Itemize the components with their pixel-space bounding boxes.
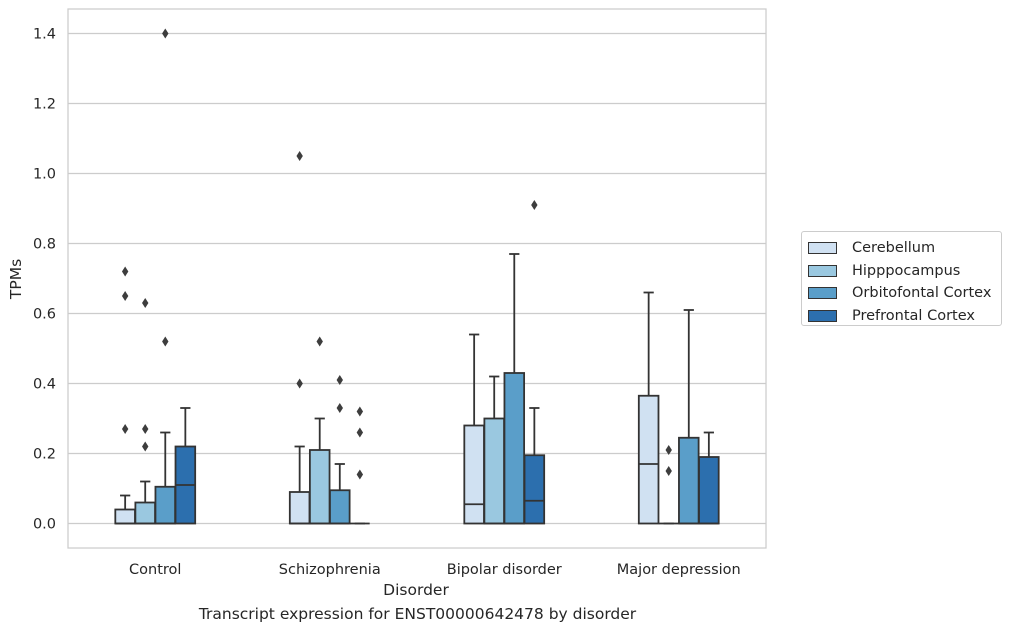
box-hipppocampus-major-depression bbox=[658, 445, 679, 525]
y-tick-label: 1.4 bbox=[33, 27, 56, 43]
legend-item-orbitofrontal-cortex: Orbitofontal Cortex bbox=[808, 282, 1001, 305]
outlier-point bbox=[336, 403, 343, 413]
box-cerebellum-schizophrenia bbox=[288, 151, 311, 525]
legend-swatch-cerebellum bbox=[808, 242, 837, 255]
plot-area bbox=[68, 9, 766, 548]
box-body bbox=[698, 456, 720, 525]
x-tick-label: Major depression bbox=[617, 562, 741, 578]
outlier-point bbox=[142, 298, 149, 308]
box-body bbox=[483, 417, 505, 525]
legend-label-hippocampus: Hipppocampus bbox=[852, 262, 961, 279]
box-body bbox=[154, 485, 177, 525]
legend-item-cerebellum: Cerebellum bbox=[808, 237, 1001, 260]
y-tick-labels: 0.0 0.2 0.4 0.6 0.8 1.0 1.2 1.4 bbox=[33, 27, 56, 533]
boxes-layer bbox=[114, 28, 720, 525]
x-axis-label: Disorder bbox=[383, 581, 449, 599]
outlier-point bbox=[162, 336, 169, 347]
box-body bbox=[503, 372, 526, 525]
box-prefrontal-cortex-schizophrenia bbox=[350, 406, 370, 525]
legend-label-orbitofrontal-cortex: Orbitofontal Cortex bbox=[852, 285, 992, 302]
outlier-point bbox=[356, 406, 364, 417]
outlier-point bbox=[665, 445, 672, 455]
outlier-point bbox=[356, 469, 364, 480]
outlier-point bbox=[665, 466, 672, 476]
outlier-point bbox=[316, 336, 323, 347]
legend-swatch-hippocampus bbox=[808, 264, 837, 277]
legend-item-prefrontal-cortex: Prefrontal Cortex bbox=[808, 305, 1001, 328]
box-body bbox=[114, 508, 136, 525]
outlier-point bbox=[336, 375, 343, 385]
box-body bbox=[463, 424, 485, 525]
y-axis-label: TPMs bbox=[7, 259, 25, 300]
legend-label-cerebellum: Cerebellum bbox=[852, 240, 936, 257]
x-tick-labels: Control Schizophrenia Bipolar disorder Majo… bbox=[129, 562, 741, 578]
outlier-point bbox=[296, 151, 303, 161]
outlier-point bbox=[121, 424, 129, 434]
outlier-point bbox=[121, 266, 129, 277]
box-orbitofontal-cortex-bipolar-disorder bbox=[503, 253, 526, 525]
y-tick-label: 1.2 bbox=[33, 97, 56, 113]
box-cerebellum-major-depression bbox=[637, 291, 660, 525]
box-hipppocampus-schizophrenia bbox=[308, 336, 331, 525]
outlier-point bbox=[356, 427, 364, 438]
x-tick-label: Bipolar disorder bbox=[447, 562, 562, 578]
box-body bbox=[288, 491, 311, 525]
x-tick-label: Control bbox=[129, 562, 181, 578]
legend-label-prefrontal-cortex: Prefrontal Cortex bbox=[852, 307, 975, 324]
plot-frame bbox=[67, 8, 767, 549]
legend: Cerebellum Hipppocampus Orbitofontal Cor… bbox=[801, 231, 1002, 326]
outlier-point bbox=[162, 28, 169, 39]
outlier-point bbox=[531, 200, 538, 210]
outlier-point bbox=[142, 441, 149, 452]
y-tick-label: 0.4 bbox=[33, 377, 56, 393]
legend-swatch-orbitofrontal-cortex bbox=[808, 287, 837, 300]
box-body bbox=[329, 489, 351, 525]
box-body bbox=[308, 449, 331, 525]
legend-swatch-prefrontal-cortex bbox=[808, 309, 837, 322]
box-prefrontal-cortex-control bbox=[174, 407, 197, 525]
legend-item-hippocampus: Hipppocampus bbox=[808, 260, 1001, 283]
box-orbitofontal-cortex-schizophrenia bbox=[329, 375, 351, 525]
y-tick-label: 0.2 bbox=[33, 447, 56, 463]
box-body bbox=[637, 394, 660, 525]
y-tick-label: 0.8 bbox=[33, 237, 56, 253]
y-tick-label: 0.6 bbox=[33, 307, 56, 323]
box-body bbox=[678, 436, 700, 525]
box-body bbox=[134, 501, 156, 525]
outlier-point bbox=[296, 378, 303, 389]
box-orbitofontal-cortex-major-depression bbox=[678, 309, 700, 525]
figure-caption: Transcript expression for ENST0000064247… bbox=[198, 605, 637, 623]
y-tick-label: 1.0 bbox=[33, 167, 56, 183]
outlier-point bbox=[121, 291, 129, 301]
y-tick-label: 0.0 bbox=[33, 517, 56, 533]
box-prefrontal-cortex-major-depression bbox=[698, 431, 720, 525]
box-prefrontal-cortex-bipolar-disorder bbox=[523, 200, 546, 525]
box-body bbox=[523, 454, 546, 525]
outlier-point bbox=[142, 424, 149, 434]
box-cerebellum-control bbox=[114, 266, 136, 525]
x-tick-label: Schizophrenia bbox=[279, 562, 381, 578]
